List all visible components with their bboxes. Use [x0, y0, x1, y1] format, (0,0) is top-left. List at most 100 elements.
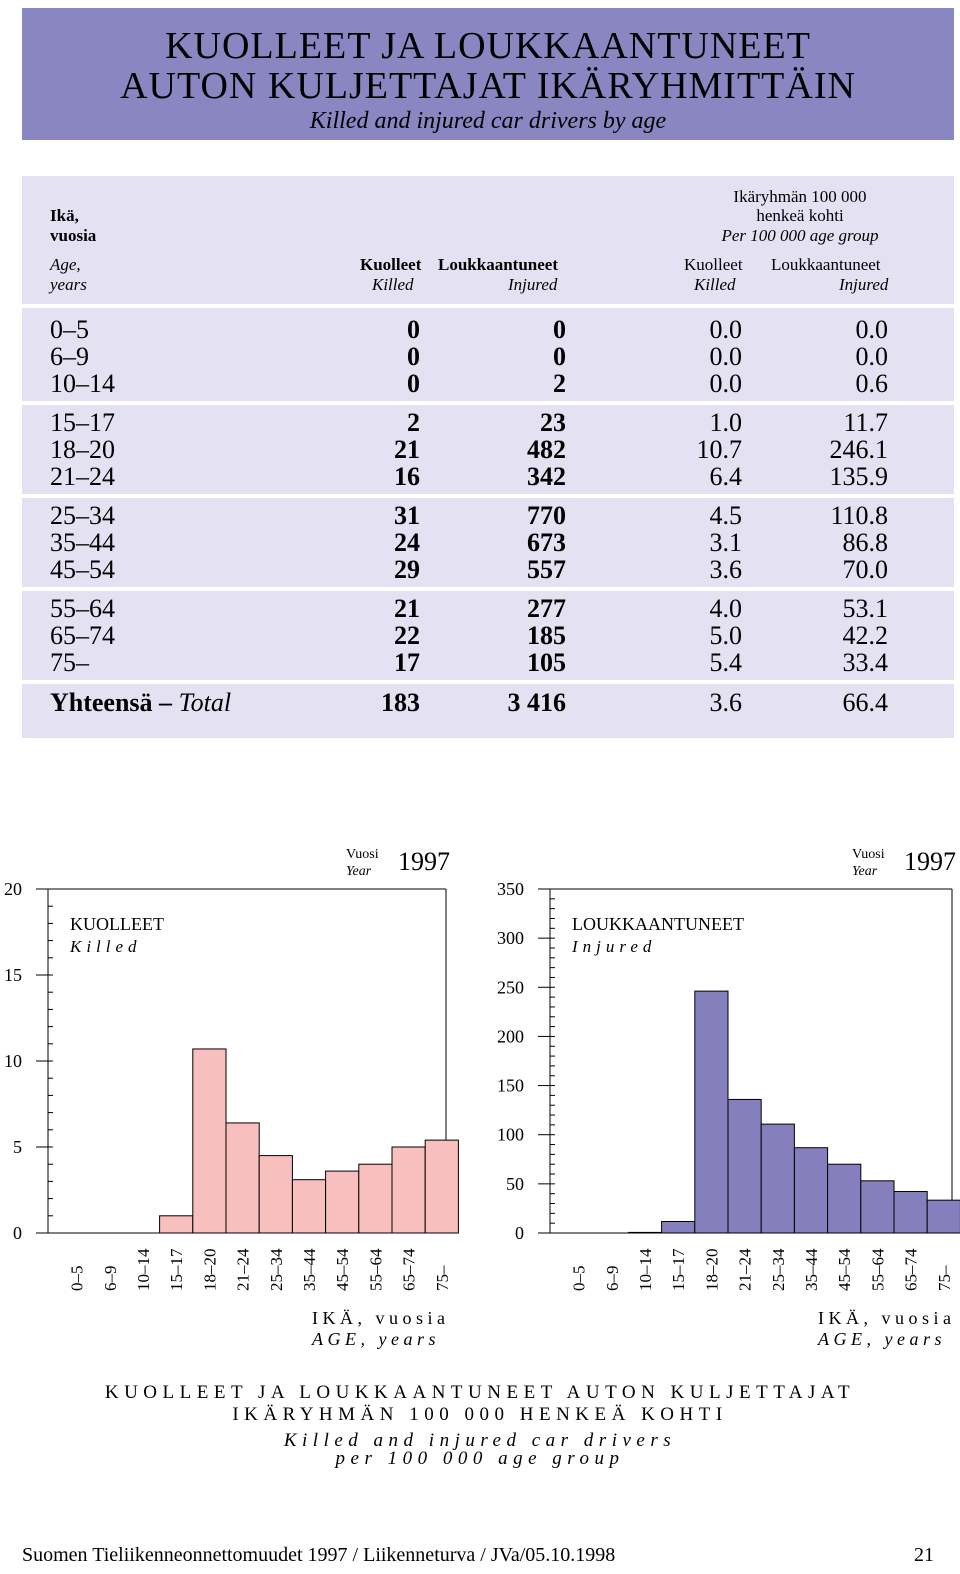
x-tick-label: 45–54 — [835, 1248, 854, 1291]
row-separator — [22, 401, 954, 405]
cell-killed-rate: 0.0 — [709, 342, 743, 371]
cell-injured-rate: 0.6 — [855, 369, 889, 398]
cell-injured-rate: 0.0 — [855, 342, 889, 371]
x-tick-label: 6–9 — [101, 1266, 120, 1292]
table-row: 10–14 0 2 0.0 0.6 — [22, 370, 954, 397]
table-total-row: Yhteensä – Total 183 3 416 3.6 66.4 — [22, 689, 954, 716]
cell-killed: 29 — [394, 555, 420, 584]
table-row: 75– 17 105 5.4 33.4 — [22, 649, 954, 676]
x-tick-label: 25–34 — [769, 1248, 788, 1291]
y-tick-label: 20 — [4, 879, 22, 899]
header-rate-killed-fi: Kuolleet — [684, 255, 743, 274]
chart-title: LOUKKAANTUNEET — [572, 914, 744, 934]
header-per-fi-2: henkeä kohti — [756, 206, 844, 225]
y-tick-label: 50 — [506, 1174, 524, 1194]
cell-age: 35–44 — [50, 528, 115, 557]
year-label-en: Year — [852, 864, 878, 879]
chart-injured: 0 50 100 150 200 250 300 350 0–5 6–9 10–14 15–17 18–… — [497, 847, 960, 1349]
x-axis-label-en: AGE, years — [311, 1329, 440, 1349]
title-line-2: AUTON KULJETTAJAT IKÄRYHMITTÄIN — [120, 65, 856, 107]
x-tick-label: 21–24 — [736, 1248, 755, 1291]
header-injured-en: Injured — [508, 275, 558, 294]
cell-injured: 23 — [540, 408, 566, 437]
bar-25–34 — [760, 1123, 795, 1234]
cell-total-killed: 183 — [381, 688, 420, 717]
x-tick-label: 35–44 — [300, 1248, 319, 1291]
x-tick-label: 45–54 — [333, 1248, 352, 1291]
x-tick-label: 18–20 — [702, 1249, 721, 1292]
cell-injured: 2 — [553, 369, 566, 398]
cell-injured: 105 — [527, 648, 566, 677]
cell-injured-rate: 0.0 — [855, 315, 889, 344]
cell-age: 10–14 — [50, 369, 115, 398]
cell-injured: 277 — [527, 594, 566, 623]
header-per-en: Per 100 000 age group — [721, 226, 879, 245]
bar-18–20 — [694, 990, 729, 1234]
cell-killed-rate: 4.0 — [709, 594, 743, 623]
cell-injured-rate: 86.8 — [842, 528, 889, 557]
table-row: 6–9 0 0 0.0 0.0 — [22, 343, 954, 370]
cell-killed-rate: 6.4 — [709, 462, 743, 491]
table-row: 15–17 2 23 1.0 11.7 — [22, 409, 954, 436]
bar-75– — [424, 1139, 459, 1234]
cell-age: 6–9 — [50, 342, 89, 371]
x-tick-label: 65–74 — [902, 1248, 921, 1291]
x-tick-label: 35–44 — [802, 1248, 821, 1291]
total-label-en: Total — [178, 688, 232, 717]
cell-injured-rate: 110.8 — [830, 501, 888, 530]
x-axis-label-en: AGE, years — [817, 1329, 946, 1349]
table-row: 45–54 29 557 3.6 70.0 — [22, 556, 954, 583]
bar-21–24 — [225, 1122, 260, 1234]
bar-45–54 — [827, 1163, 862, 1234]
cell-age: 21–24 — [50, 462, 115, 491]
x-tick-label: 75– — [433, 1265, 452, 1291]
header-killed-fi: Kuolleet — [360, 255, 422, 274]
cell-injured: 673 — [527, 528, 566, 557]
cell-killed: 31 — [394, 501, 420, 530]
y-tick-label: 0 — [515, 1223, 524, 1243]
title-subtitle: Killed and injured car drivers by age — [309, 108, 667, 134]
x-tick-label: 15–17 — [669, 1248, 688, 1291]
bar-65–74 — [893, 1191, 928, 1234]
x-tick-label: 55–64 — [366, 1248, 385, 1291]
cell-injured: 482 — [527, 435, 566, 464]
cell-age: 45–54 — [50, 555, 115, 584]
cell-killed: 16 — [394, 462, 420, 491]
cell-age: 25–34 — [50, 501, 115, 530]
cell-age: 75– — [50, 648, 89, 677]
cell-age: 65–74 — [50, 621, 115, 650]
row-separator — [22, 587, 954, 591]
caption-block: KUOLLEET JA LOUKKAANTUNEET AUTON KULJETT… — [0, 1382, 960, 1426]
footer-text: Suomen Tieliikenneonnettomuudet 1997 / L… — [22, 1544, 616, 1566]
bar-65–74 — [391, 1146, 426, 1234]
cell-killed: 21 — [394, 435, 420, 464]
header-killed-en: Killed — [372, 275, 414, 294]
y-tick-label: 150 — [497, 1076, 524, 1096]
y-tick-label: 5 — [13, 1137, 22, 1157]
x-axis-label-fi: IKÄ, vuosia — [312, 1308, 450, 1328]
cell-total-label: Yhteensä – Total — [50, 689, 231, 716]
header-injured-fi: Loukkaantuneet — [438, 255, 558, 274]
cell-killed-rate: 0.0 — [709, 315, 743, 344]
cell-total-injured: 3 416 — [507, 688, 567, 717]
x-tick-label: 55–64 — [868, 1248, 887, 1291]
x-tick-label: 75– — [935, 1265, 954, 1291]
y-tick-label: 10 — [4, 1051, 22, 1071]
chart-year: 1997 — [398, 847, 450, 876]
header-age-en-1: Age, — [50, 255, 81, 274]
row-separator — [22, 680, 954, 684]
cell-killed-rate: 1.0 — [709, 408, 743, 437]
x-tick-label: 25–34 — [267, 1248, 286, 1291]
cell-injured-rate: 53.1 — [842, 594, 889, 623]
cell-injured-rate: 33.4 — [842, 648, 889, 677]
header-age-en-2: years — [50, 275, 87, 294]
caption-en-block: Killed and injured car drivers per 100 0… — [0, 1431, 960, 1468]
cell-killed-rate: 3.1 — [709, 528, 743, 557]
bar-35–44 — [793, 1147, 829, 1234]
header-per-fi-1: Ikäryhmän 100 000 — [733, 187, 867, 206]
cell-killed: 2 — [407, 408, 420, 437]
table-row: 21–24 16 342 6.4 135.9 — [22, 463, 954, 490]
chart-year: 1997 — [904, 847, 956, 876]
cell-age: 15–17 — [50, 408, 115, 437]
row-separator — [22, 494, 954, 498]
